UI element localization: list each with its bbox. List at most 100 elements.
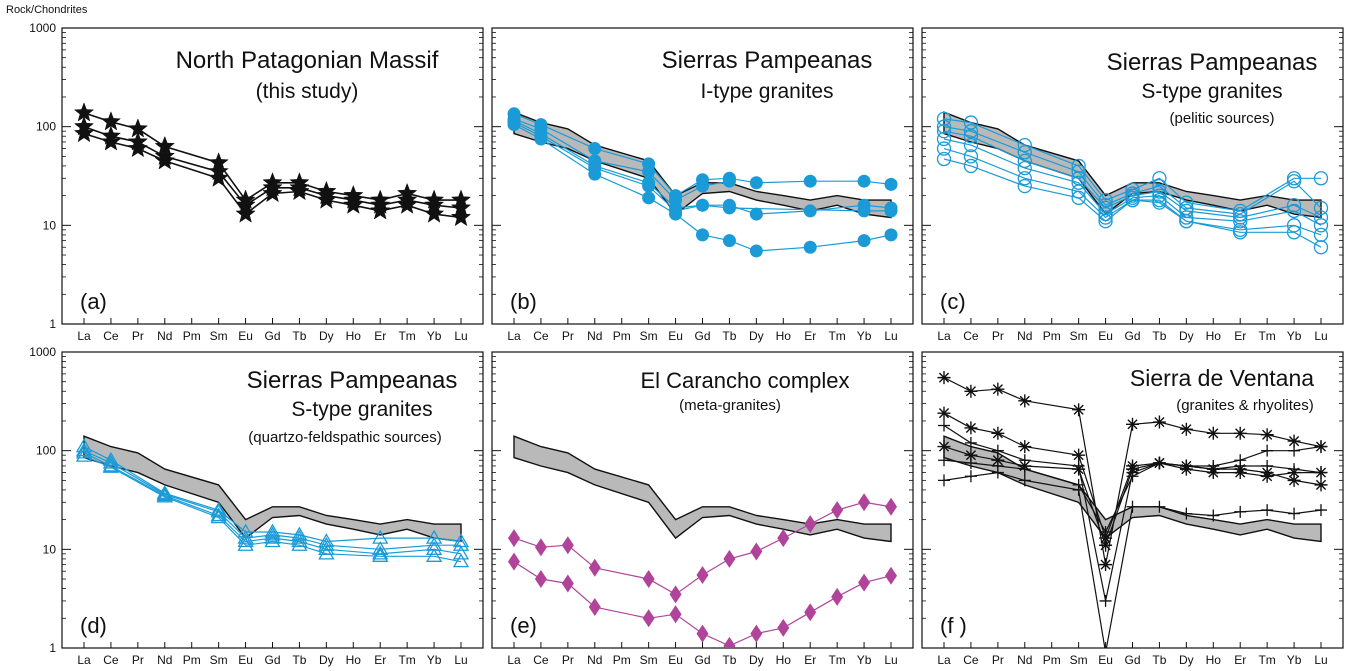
x-tick-label: Dy	[749, 653, 764, 667]
x-tick-label: Gd	[264, 329, 280, 343]
data-point	[1098, 210, 1113, 225]
data-point	[831, 587, 844, 606]
data-point	[508, 529, 520, 548]
data-point	[1099, 594, 1112, 607]
data-point	[264, 523, 281, 538]
x-tick-label: Er	[804, 653, 816, 667]
x-tick-label: Ce	[533, 329, 549, 343]
data-point	[1233, 214, 1248, 229]
data-point	[1315, 504, 1327, 517]
x-tick-label: Ce	[533, 653, 549, 667]
series-line	[943, 471, 1322, 648]
x-tick-label: Tm	[1258, 653, 1275, 667]
data-point	[1287, 473, 1301, 487]
data-point	[1099, 538, 1113, 552]
x-tick-label: Pm	[1043, 329, 1061, 343]
x-tick-label: Pm	[1043, 653, 1061, 667]
data-point	[235, 203, 256, 223]
data-point	[1313, 240, 1329, 255]
data-point	[1126, 417, 1139, 431]
x-tick-label: Er	[1234, 653, 1246, 667]
x-tick-label: Lu	[454, 329, 467, 343]
x-tick-label: Dy	[749, 329, 764, 343]
x-tick-label: Dy	[1179, 329, 1194, 343]
data-point	[237, 529, 254, 544]
x-tick-label: Pm	[183, 653, 201, 667]
data-point	[858, 573, 871, 592]
data-point	[857, 204, 871, 218]
data-point	[1017, 153, 1032, 169]
data-point	[722, 234, 736, 248]
x-tick-label: Nd	[587, 653, 602, 667]
data-point	[1017, 137, 1032, 153]
data-point	[75, 442, 93, 457]
x-tick-label: Pm	[613, 329, 631, 343]
data-point	[1072, 448, 1086, 462]
x-tick-label: Tb	[722, 329, 736, 343]
data-point	[936, 141, 952, 156]
data-point	[1233, 426, 1247, 440]
data-point	[642, 570, 655, 589]
y-tick-label: 1	[49, 317, 56, 331]
data-point	[1099, 525, 1112, 538]
data-point	[237, 533, 254, 548]
data-point	[1018, 474, 1031, 487]
data-point	[1207, 509, 1220, 522]
data-point	[264, 533, 281, 548]
data-point	[1206, 426, 1220, 440]
data-point	[722, 174, 736, 188]
series-4	[936, 131, 1329, 233]
series-line	[513, 561, 892, 647]
panel-subtitle: (this study)	[256, 80, 359, 103]
data-point	[938, 454, 950, 467]
x-tick-label: Lu	[884, 653, 897, 667]
plot-area	[937, 371, 1328, 648]
data-point	[316, 189, 337, 209]
data-point	[642, 191, 656, 205]
data-point	[1072, 403, 1086, 417]
data-point	[1179, 422, 1193, 436]
series-line	[83, 452, 462, 555]
data-point	[318, 536, 335, 551]
x-tick-label: Tm	[1258, 329, 1275, 343]
data-point	[749, 176, 763, 190]
data-point	[963, 158, 979, 174]
data-point	[210, 503, 227, 518]
data-point	[508, 552, 520, 571]
data-point	[1286, 198, 1302, 213]
y-tick-label: 10	[43, 542, 57, 556]
x-tick-label: Tm	[398, 329, 415, 343]
data-point	[1234, 459, 1247, 472]
data-point	[1125, 192, 1140, 208]
data-point	[964, 448, 978, 462]
data-point	[777, 529, 790, 548]
x-tick-label: Pr	[992, 653, 1004, 667]
x-tick-label: Ho	[776, 329, 792, 343]
panel-subtitle: (meta-granites)	[679, 397, 781, 414]
data-point	[423, 203, 445, 223]
data-point	[831, 501, 844, 520]
x-tick-label: Dy	[319, 653, 334, 667]
x-tick-label: Ho	[1206, 653, 1222, 667]
x-tick-label: Eu	[668, 329, 683, 343]
data-point	[936, 124, 952, 139]
data-point	[73, 122, 95, 143]
data-point	[289, 180, 310, 201]
panel-title: Sierra de Ventana	[1130, 365, 1314, 391]
series-4	[75, 447, 470, 568]
data-point	[991, 444, 1004, 457]
data-point	[75, 444, 93, 459]
y-tick-label: 1	[49, 641, 56, 655]
x-tick-label: Er	[374, 653, 386, 667]
x-tick-label: Tb	[1152, 329, 1166, 343]
data-point	[1017, 160, 1032, 176]
x-tick-label: Eu	[668, 653, 683, 667]
x-tick-label: Gd	[264, 653, 280, 667]
x-tick-label: Ho	[1206, 329, 1222, 343]
data-point	[452, 553, 470, 568]
x-tick-label: Dy	[1179, 653, 1194, 667]
data-point	[1260, 428, 1274, 442]
reference-band	[513, 435, 892, 543]
data-point	[1234, 505, 1247, 518]
data-point	[857, 174, 871, 188]
